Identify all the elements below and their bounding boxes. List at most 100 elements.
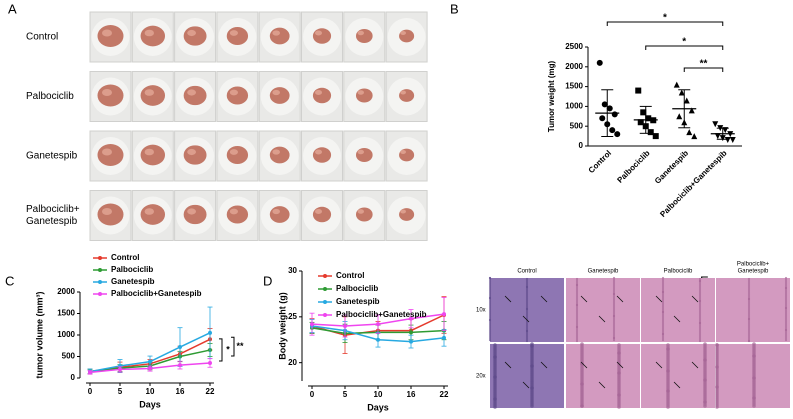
nucleus [575, 305, 579, 309]
dot [712, 121, 719, 128]
nucleus [488, 278, 492, 282]
tumor-highlight [357, 209, 364, 214]
nucleus [698, 303, 702, 307]
nucleus [747, 285, 751, 289]
dot [683, 97, 690, 104]
nucleus [488, 322, 492, 326]
x-tick-label: Palbociclib+Ganetespib [658, 148, 728, 218]
legend-marker [98, 268, 102, 272]
nucleus [493, 397, 497, 401]
dot [614, 131, 621, 138]
nucleus [612, 308, 616, 312]
nucleus [525, 285, 529, 289]
nucleus [661, 334, 665, 338]
nucleus [661, 292, 665, 296]
nucleus [530, 344, 534, 348]
tumor [269, 27, 290, 45]
nucleus [612, 292, 616, 296]
tumor [312, 87, 332, 104]
tumor [97, 84, 124, 107]
y-tick-label: 1500 [57, 309, 75, 318]
nucleus [612, 326, 616, 330]
nucleus [612, 320, 616, 324]
nucleus [493, 355, 497, 359]
nucleus [703, 358, 707, 362]
nucleus [575, 307, 579, 311]
tumor [226, 205, 249, 224]
tumor [140, 204, 166, 225]
tumor-highlight [400, 149, 406, 155]
dot [691, 133, 698, 140]
x-tick-label: 10 [146, 387, 155, 396]
nucleus [525, 289, 529, 293]
tumor-highlight [187, 29, 197, 37]
x-tick-label: 0 [88, 387, 93, 396]
nucleus [575, 337, 579, 341]
tumor [183, 85, 207, 106]
nucleus [747, 315, 751, 319]
nucleus [661, 294, 665, 298]
nucleus [612, 316, 616, 320]
nucleus [784, 310, 788, 314]
nucleus [530, 386, 534, 390]
arrow [673, 381, 681, 389]
nucleus [488, 324, 492, 328]
nucleus [488, 332, 492, 336]
nucleus [575, 311, 579, 315]
nucleus [612, 304, 616, 308]
nucleus [525, 339, 529, 343]
nucleus [747, 305, 751, 309]
nucleus [715, 343, 719, 347]
nucleus [784, 326, 788, 330]
nucleus [698, 299, 702, 303]
micrograph [641, 278, 715, 342]
nucleus [784, 294, 788, 298]
nucleus [784, 334, 788, 338]
tumor-highlight [229, 89, 238, 96]
nucleus [661, 300, 665, 304]
y-tick-label: 30 [288, 266, 297, 275]
nucleus [575, 303, 579, 307]
tumor-highlight [102, 148, 112, 156]
nucleus [612, 306, 616, 310]
arrow [655, 295, 663, 303]
nucleus [784, 284, 788, 288]
tumor-highlight [229, 149, 238, 155]
nucleus [525, 327, 529, 331]
nucleus [488, 316, 492, 320]
point [118, 367, 122, 372]
nucleus [612, 286, 616, 290]
nucleus [752, 342, 756, 346]
point [409, 316, 413, 321]
nucleus [784, 332, 788, 336]
nucleus [661, 320, 665, 324]
legend-marker [323, 274, 327, 278]
nucleus [612, 314, 616, 318]
nucleus [488, 328, 492, 332]
point [409, 330, 413, 335]
nucleus [525, 311, 529, 315]
y-axis-label: Body weight (g) [277, 292, 287, 360]
point [148, 359, 152, 364]
tumor [226, 86, 249, 105]
dot [637, 119, 644, 126]
dot [599, 115, 606, 122]
nucleus [698, 291, 702, 295]
nucleus [747, 323, 751, 327]
nucleus [488, 284, 492, 288]
legend-marker [323, 300, 327, 304]
nucleus [575, 333, 579, 337]
nucleus [488, 302, 492, 306]
nucleus [525, 321, 529, 325]
nucleus [698, 297, 702, 301]
nucleus [747, 321, 751, 325]
tumor-highlight [144, 148, 154, 156]
dot [606, 105, 613, 112]
nucleus [661, 304, 665, 308]
tumor-highlight [187, 208, 197, 215]
nucleus [747, 327, 751, 331]
nucleus [698, 333, 702, 337]
nucleus [784, 320, 788, 324]
nucleus [661, 316, 665, 320]
nucleus [698, 327, 702, 331]
